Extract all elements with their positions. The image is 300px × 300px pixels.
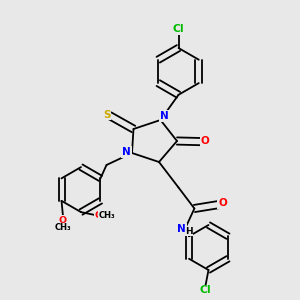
Text: N: N <box>160 111 169 121</box>
Text: O: O <box>94 211 103 220</box>
Text: H: H <box>185 226 193 236</box>
Text: O: O <box>59 216 67 225</box>
Text: O: O <box>218 198 227 208</box>
Text: N: N <box>177 224 186 234</box>
Text: O: O <box>200 136 209 146</box>
Text: Cl: Cl <box>199 285 211 296</box>
Text: CH₃: CH₃ <box>55 223 71 232</box>
Text: Cl: Cl <box>173 24 184 34</box>
Text: S: S <box>103 110 110 120</box>
Text: N: N <box>122 147 131 157</box>
Text: CH₃: CH₃ <box>98 211 115 220</box>
